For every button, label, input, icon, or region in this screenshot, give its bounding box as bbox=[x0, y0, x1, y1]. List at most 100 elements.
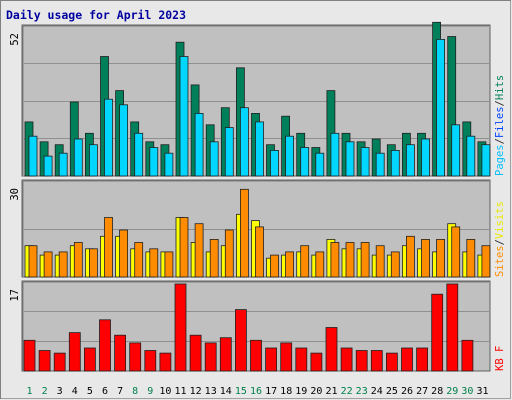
legend-separator: / bbox=[494, 138, 506, 144]
bar-kb-f-day-25 bbox=[385, 352, 398, 372]
x-tick-label-day-22: 22 bbox=[341, 386, 353, 397]
bar-sites-day-31 bbox=[481, 245, 491, 278]
x-tick-label-day-9: 9 bbox=[147, 386, 153, 397]
bar-files-day-16 bbox=[255, 121, 264, 177]
x-tick-label-day-24: 24 bbox=[371, 386, 383, 397]
panel-visits_sites: 30 Sites/Visits bbox=[9, 179, 506, 278]
bar-sites-day-21 bbox=[330, 242, 340, 278]
bar-files-day-1 bbox=[28, 135, 38, 177]
bar-files-day-28 bbox=[436, 39, 446, 177]
bar-sites-day-11 bbox=[179, 217, 189, 278]
bar-sites-day-1 bbox=[28, 245, 38, 278]
x-tick-label-day-10: 10 bbox=[159, 386, 171, 397]
bar-files-day-29 bbox=[451, 124, 461, 177]
x-tick-label-day-21: 21 bbox=[325, 386, 337, 397]
legend-hits_files_pages: Pages/Files/Hits bbox=[494, 75, 506, 176]
x-tick-label-day-13: 13 bbox=[205, 386, 217, 397]
bar-kb-f-day-1 bbox=[23, 339, 36, 372]
x-axis-day-labels: 1 2 3 4 5 6 7 8 9 10 11 12 13 14 15 16 17 18 19 20 21 22 23 24 2… bbox=[26, 386, 488, 397]
bar-sites-day-18 bbox=[285, 251, 295, 278]
legend-separator: / bbox=[494, 100, 506, 106]
bar-kb-f-day-27 bbox=[416, 347, 429, 372]
bar-sites-day-5 bbox=[89, 248, 98, 278]
x-tick-label-day-3: 3 bbox=[57, 386, 63, 397]
x-tick-label-day-1: 1 bbox=[26, 386, 32, 397]
bar-sites-day-27 bbox=[421, 238, 430, 278]
bar-kb-f-day-10 bbox=[159, 352, 172, 372]
bar-kb-f-day-28 bbox=[431, 293, 444, 372]
bar-kb-f-day-29 bbox=[446, 283, 459, 372]
x-tick-label-day-27: 27 bbox=[416, 386, 428, 397]
bar-kb-f-day-4 bbox=[68, 332, 81, 372]
bar-kb-f-day-13 bbox=[204, 342, 217, 372]
bar-kb-f-day-23 bbox=[355, 350, 368, 372]
legend-item: Files bbox=[494, 106, 506, 138]
bar-sites-day-2 bbox=[43, 251, 53, 278]
bar-files-day-20 bbox=[315, 152, 325, 177]
y-max-label: 30 bbox=[9, 188, 21, 201]
bar-kb-f-day-12 bbox=[189, 334, 202, 372]
bar-kb-f-day-21 bbox=[325, 327, 338, 372]
y-max-label: 17 bbox=[9, 289, 21, 302]
bar-kb-f-day-15 bbox=[234, 309, 247, 372]
bar-kb-f-day-17 bbox=[265, 347, 278, 372]
bar-kb-f-day-2 bbox=[38, 350, 51, 372]
bar-sites-day-19 bbox=[300, 245, 310, 278]
x-tick-label-day-18: 18 bbox=[280, 386, 292, 397]
x-tick-label-day-20: 20 bbox=[310, 386, 322, 397]
bar-sites-day-23 bbox=[360, 242, 370, 278]
bar-files-day-23 bbox=[360, 147, 370, 177]
bar-files-day-4 bbox=[73, 138, 83, 177]
bar-sites-day-13 bbox=[209, 238, 219, 278]
bar-kb-f-day-30 bbox=[461, 339, 474, 372]
x-tick-label-day-31: 31 bbox=[476, 386, 488, 397]
legend-item: / bbox=[494, 239, 506, 245]
x-tick-label-day-4: 4 bbox=[72, 386, 78, 397]
bar-sites-day-9 bbox=[149, 248, 159, 278]
panel-kbytes: 17 KB F bbox=[9, 280, 506, 372]
bar-kb-f-day-8 bbox=[129, 342, 142, 372]
bar-files-day-17 bbox=[270, 149, 279, 177]
bar-sites-day-15 bbox=[239, 188, 249, 278]
legend-item: Visits bbox=[494, 201, 506, 239]
bar-files-day-2 bbox=[43, 155, 53, 177]
bar-sites-day-24 bbox=[375, 245, 385, 278]
x-tick-label-day-26: 26 bbox=[401, 386, 413, 397]
bar-kb-f-day-22 bbox=[340, 347, 353, 372]
bar-files-day-24 bbox=[375, 152, 385, 177]
legend-kbytes: KB F bbox=[494, 346, 506, 371]
bar-kb-f-day-6 bbox=[99, 319, 111, 372]
x-tick-label-day-19: 19 bbox=[295, 386, 307, 397]
x-tick-label-day-23: 23 bbox=[356, 386, 368, 397]
bar-kb-f-day-7 bbox=[114, 334, 126, 372]
bar-files-day-9 bbox=[149, 147, 159, 177]
x-tick-label-day-8: 8 bbox=[132, 386, 138, 397]
bar-kb-f-day-24 bbox=[370, 350, 383, 372]
bar-files-day-27 bbox=[421, 138, 430, 177]
bar-files-day-10 bbox=[164, 152, 174, 177]
bar-sites-day-6 bbox=[104, 217, 113, 278]
bar-files-day-6 bbox=[104, 98, 113, 177]
bar-kb-f-day-5 bbox=[84, 347, 96, 372]
x-tick-label-day-30: 30 bbox=[461, 386, 473, 397]
bar-sites-day-22 bbox=[345, 242, 355, 278]
x-tick-label-day-25: 25 bbox=[386, 386, 398, 397]
bar-sites-day-14 bbox=[224, 229, 234, 278]
bar-files-day-26 bbox=[405, 144, 415, 177]
legend-item: Pages bbox=[494, 144, 506, 176]
bar-sites-day-3 bbox=[58, 251, 68, 278]
bar-files-day-12 bbox=[194, 113, 204, 177]
bar-sites-day-7 bbox=[119, 229, 128, 278]
bar-files-day-22 bbox=[345, 141, 355, 177]
legend-item: KB F bbox=[494, 346, 506, 371]
bar-kb-f-day-20 bbox=[310, 352, 323, 372]
x-tick-label-day-15: 15 bbox=[235, 386, 247, 397]
chart-title: Daily usage for April 2023 bbox=[6, 8, 186, 22]
bar-sites-day-16 bbox=[255, 226, 264, 278]
x-tick-label-day-14: 14 bbox=[220, 386, 232, 397]
x-tick-label-day-17: 17 bbox=[265, 386, 277, 397]
legend-item: Hits bbox=[494, 75, 506, 100]
bar-kb-f-day-3 bbox=[53, 352, 66, 372]
